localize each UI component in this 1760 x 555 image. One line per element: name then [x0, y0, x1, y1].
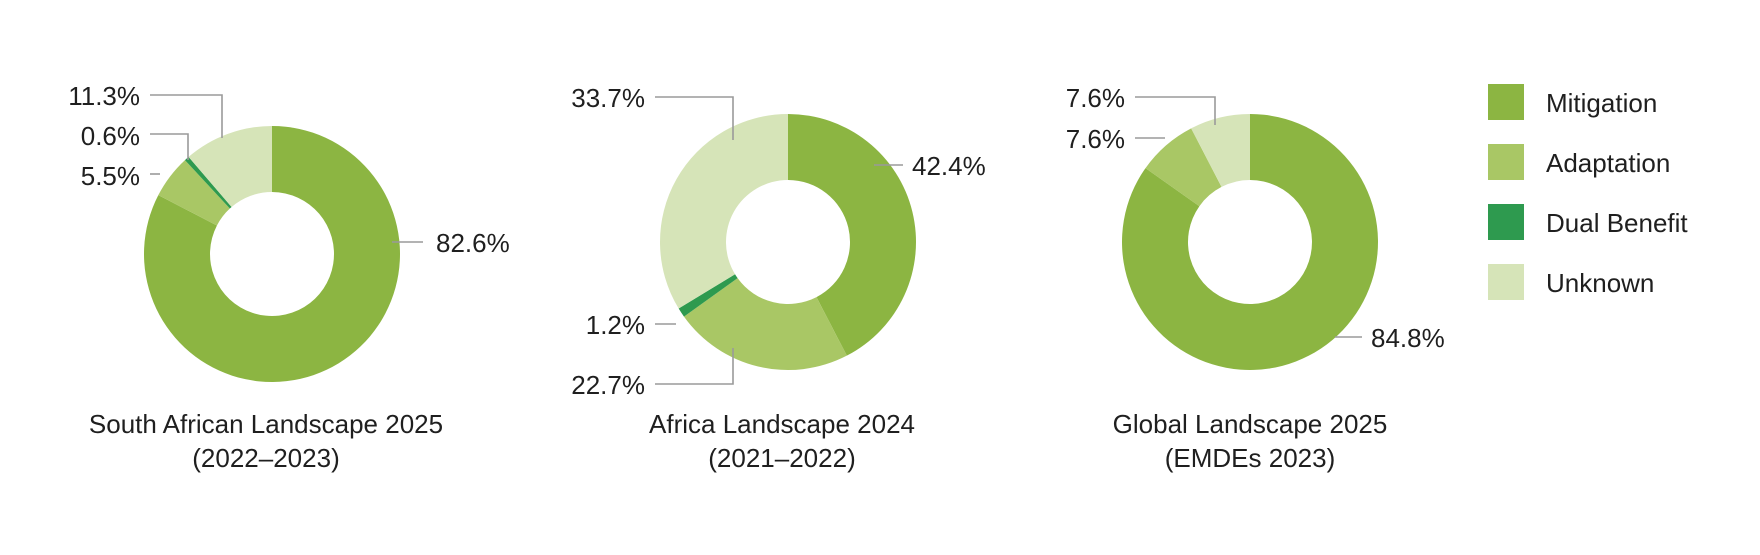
- donut-chart-south-africa: 82.6% 5.5% 0.6% 11.3% South African Land…: [68, 81, 510, 473]
- chart-title-line2: (2022–2023): [192, 443, 339, 473]
- legend-label: Dual Benefit: [1546, 208, 1688, 238]
- slice-label-dual-benefit: 1.2%: [586, 310, 645, 340]
- legend-swatch: [1488, 204, 1524, 240]
- leader-line: [655, 96, 734, 140]
- legend-item-dual-benefit: Dual Benefit: [1488, 204, 1688, 240]
- slice-label-adaptation: 7.6%: [1066, 124, 1125, 154]
- legend-swatch: [1488, 84, 1524, 120]
- slice-label-unknown: 33.7%: [571, 83, 645, 113]
- leader-line: [150, 94, 223, 138]
- chart-title-line1: Africa Landscape 2024: [649, 409, 915, 439]
- slice-dual-benefit: [184, 156, 232, 209]
- slice-label-unknown: 7.6%: [1066, 83, 1125, 113]
- slice-mitigation: [1122, 114, 1378, 370]
- slice-mitigation: [788, 114, 916, 356]
- chart-slices: [659, 114, 916, 370]
- donut-chart-global: 84.8% 7.6% 7.6% Global Landscape 2025 (E…: [1066, 83, 1445, 473]
- chart-title-line2: (2021–2022): [708, 443, 855, 473]
- slice-label-mitigation: 82.6%: [436, 228, 510, 258]
- leader-line: [1135, 96, 1216, 125]
- slice-label-mitigation: 42.4%: [912, 151, 986, 181]
- legend-item-adaptation: Adaptation: [1488, 144, 1670, 180]
- chart-slices: [1122, 114, 1378, 370]
- slice-unknown: [659, 114, 788, 309]
- legend-label: Unknown: [1546, 268, 1654, 298]
- legend-item-mitigation: Mitigation: [1488, 84, 1657, 120]
- legend-label: Adaptation: [1546, 148, 1670, 178]
- slice-label-dual-benefit: 0.6%: [81, 121, 140, 151]
- legend: Mitigation Adaptation Dual Benefit Unkno…: [1488, 84, 1688, 300]
- chart-title-line1: Global Landscape 2025: [1113, 409, 1388, 439]
- slice-label-adaptation: 22.7%: [571, 370, 645, 400]
- legend-label: Mitigation: [1546, 88, 1657, 118]
- legend-item-unknown: Unknown: [1488, 264, 1654, 300]
- slice-unknown: [188, 126, 272, 207]
- donut-chart-africa: 42.4% 22.7% 1.2% 33.7% Africa Landscape …: [571, 83, 985, 473]
- slice-adaptation: [158, 160, 230, 226]
- slice-mitigation: [143, 126, 400, 383]
- slice-unknown: [1191, 114, 1250, 187]
- chart-slices: [143, 126, 400, 383]
- legend-swatch: [1488, 144, 1524, 180]
- slice-label-adaptation: 5.5%: [81, 161, 140, 191]
- slice-adaptation: [1145, 128, 1222, 207]
- slice-label-unknown: 11.3%: [68, 81, 140, 111]
- slice-label-mitigation: 84.8%: [1371, 323, 1445, 353]
- chart-title-line1: South African Landscape 2025: [89, 409, 443, 439]
- chart-title-line2: (EMDEs 2023): [1165, 443, 1336, 473]
- leader-line: [150, 133, 189, 160]
- leader-line: [655, 348, 734, 385]
- slice-adaptation: [683, 278, 847, 370]
- legend-swatch: [1488, 264, 1524, 300]
- slice-dual-benefit: [678, 274, 738, 317]
